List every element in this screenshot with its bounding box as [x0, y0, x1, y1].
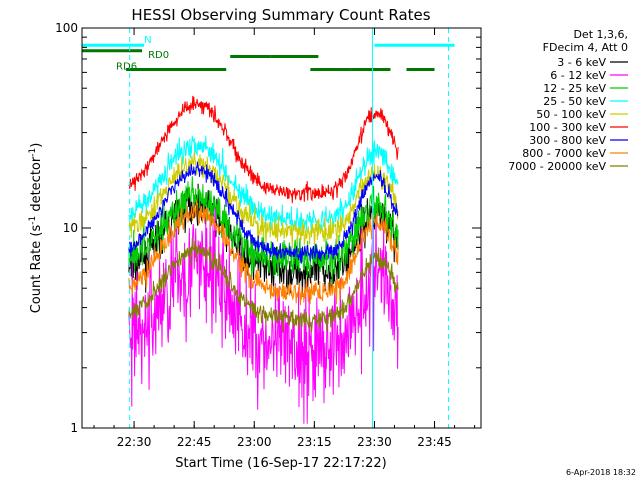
marker-label: RD0 [148, 50, 169, 61]
x-tick-label: 23:00 [237, 435, 272, 449]
x-tick-label: 22:45 [177, 435, 212, 449]
chart-title: HESSI Observing Summary Count Rates [131, 6, 430, 24]
y-axis-label: Count Rate (s-1 detector-1) [28, 143, 44, 314]
timestamp: 6-Apr-2018 18:32 [566, 468, 636, 477]
observing-markers: N RD0 RD6 [82, 28, 455, 428]
series-line-7 [128, 199, 399, 306]
x-tick-label: 22:30 [117, 435, 152, 449]
series-line-4 [128, 152, 399, 248]
y-tick-label: 1 [70, 421, 78, 435]
x-tick-label: 23:45 [417, 435, 452, 449]
x-tick-label: 23:15 [297, 435, 332, 449]
legend-label: 100 - 300 keV [529, 121, 606, 134]
x-axis-label: Start Time (16-Sep-17 22:17:22) [175, 456, 386, 471]
x-tick-label: 23:30 [357, 435, 392, 449]
legend-label: 50 - 100 keV [536, 108, 606, 121]
series-line-6 [128, 161, 399, 265]
series-line-8 [128, 237, 399, 333]
legend-label: 800 - 7000 keV [522, 147, 606, 160]
legend-label: 6 - 12 keV [550, 69, 606, 82]
legend-label: 7000 - 20000 keV [508, 160, 606, 173]
data-traces [128, 95, 399, 424]
x-axis-ticks: 22:30 22:45 23:00 23:15 23:30 23:45 [93, 28, 476, 449]
marker-label: N [144, 35, 151, 46]
y-axis-ticks: 1 10 100 [55, 21, 481, 435]
legend-header-line1: Det 1,3,6, [573, 28, 628, 41]
y-tick-label: 100 [55, 21, 78, 35]
legend-label: 3 - 6 keV [557, 56, 606, 69]
series-line-3 [128, 135, 399, 234]
legend-label: 300 - 800 keV [529, 134, 606, 147]
y-tick-label: 10 [63, 221, 78, 235]
series-line-1 [128, 204, 399, 424]
legend-header-line2: FDecim 4, Att 0 [543, 41, 628, 54]
legend-label: 25 - 50 keV [543, 95, 606, 108]
series-line-5 [128, 95, 399, 204]
legend-label: 12 - 25 keV [543, 82, 606, 95]
marker-label: RD6 [116, 61, 137, 72]
